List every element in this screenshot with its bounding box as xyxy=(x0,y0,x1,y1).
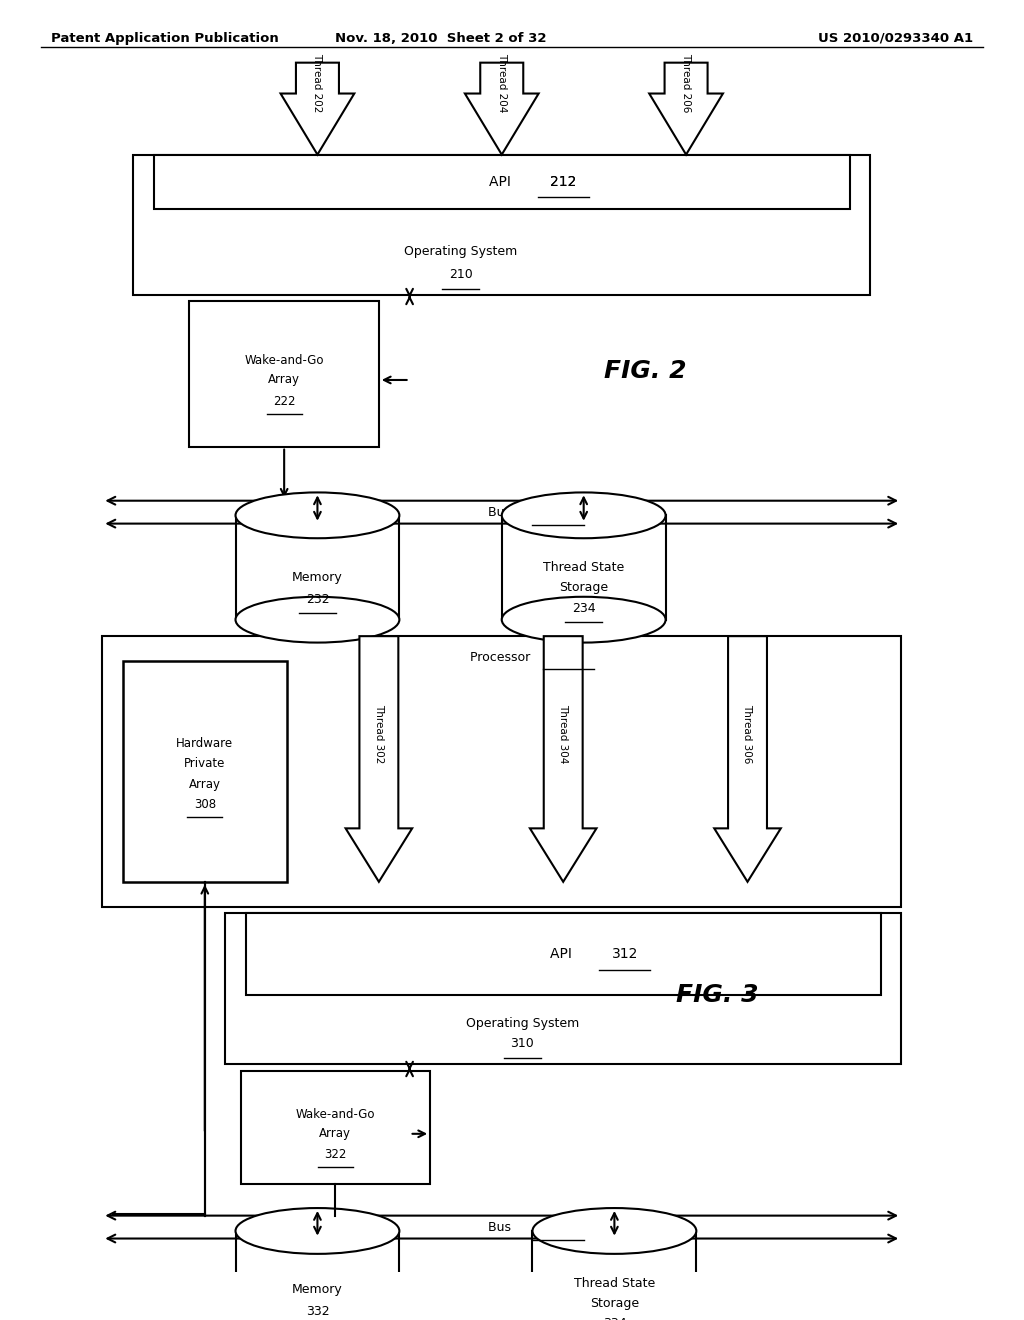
Text: Thread 306: Thread 306 xyxy=(742,704,753,763)
Ellipse shape xyxy=(236,597,399,643)
FancyBboxPatch shape xyxy=(189,301,379,446)
Text: Thread State: Thread State xyxy=(573,1276,655,1290)
Ellipse shape xyxy=(236,1208,399,1254)
Polygon shape xyxy=(346,636,412,882)
Text: Bus: Bus xyxy=(488,506,515,519)
Text: Thread State: Thread State xyxy=(543,561,625,574)
Polygon shape xyxy=(649,62,723,154)
FancyBboxPatch shape xyxy=(225,913,901,1064)
Text: 210: 210 xyxy=(449,268,473,281)
Text: 312: 312 xyxy=(611,948,638,961)
Ellipse shape xyxy=(532,1208,696,1254)
Ellipse shape xyxy=(532,1312,696,1320)
Text: Operating System: Operating System xyxy=(466,1016,579,1030)
Text: 212: 212 xyxy=(550,174,577,189)
Text: Processor: Processor xyxy=(470,652,534,664)
Polygon shape xyxy=(530,636,596,882)
Text: Nov. 18, 2010  Sheet 2 of 32: Nov. 18, 2010 Sheet 2 of 32 xyxy=(335,32,546,45)
Text: Storage: Storage xyxy=(559,581,608,594)
Text: 310: 310 xyxy=(510,1038,535,1051)
FancyBboxPatch shape xyxy=(246,913,881,995)
Text: 300: 300 xyxy=(556,652,581,664)
Text: Array: Array xyxy=(188,777,221,791)
Text: Memory: Memory xyxy=(292,572,343,585)
Ellipse shape xyxy=(236,492,399,539)
Text: API: API xyxy=(488,174,515,189)
Text: 320: 320 xyxy=(546,1221,570,1234)
Text: Bus: Bus xyxy=(488,1221,515,1234)
Text: Memory: Memory xyxy=(292,1283,343,1296)
Text: US 2010/0293340 A1: US 2010/0293340 A1 xyxy=(818,32,973,45)
FancyBboxPatch shape xyxy=(133,154,870,296)
FancyBboxPatch shape xyxy=(123,661,287,882)
Text: Wake-and-Go: Wake-and-Go xyxy=(296,1109,375,1121)
Text: Thread 202: Thread 202 xyxy=(312,54,323,114)
FancyBboxPatch shape xyxy=(236,1232,399,1320)
Text: Operating System: Operating System xyxy=(404,246,517,259)
Text: Patent Application Publication: Patent Application Publication xyxy=(51,32,279,45)
Ellipse shape xyxy=(502,492,666,539)
Polygon shape xyxy=(465,62,539,154)
Ellipse shape xyxy=(502,597,666,643)
Polygon shape xyxy=(281,62,354,154)
FancyBboxPatch shape xyxy=(102,636,901,907)
Text: Hardware: Hardware xyxy=(176,737,233,750)
Text: 232: 232 xyxy=(305,593,330,606)
Text: Storage: Storage xyxy=(590,1298,639,1309)
Text: FIG. 2: FIG. 2 xyxy=(604,359,686,383)
FancyBboxPatch shape xyxy=(236,515,399,619)
Polygon shape xyxy=(715,636,780,882)
Text: 322: 322 xyxy=(325,1147,346,1160)
Text: Thread 206: Thread 206 xyxy=(681,54,691,114)
FancyBboxPatch shape xyxy=(502,515,666,619)
Ellipse shape xyxy=(236,1312,399,1320)
Text: Thread 302: Thread 302 xyxy=(374,704,384,763)
FancyBboxPatch shape xyxy=(532,1232,696,1320)
Text: Wake-and-Go: Wake-and-Go xyxy=(245,354,324,367)
Text: FIG. 3: FIG. 3 xyxy=(676,983,758,1007)
Text: 234: 234 xyxy=(571,602,596,615)
Text: Thread 204: Thread 204 xyxy=(497,54,507,114)
Text: Array: Array xyxy=(268,374,300,387)
FancyBboxPatch shape xyxy=(241,1071,430,1184)
Text: Array: Array xyxy=(319,1127,351,1140)
FancyBboxPatch shape xyxy=(154,154,850,209)
Text: Thread 304: Thread 304 xyxy=(558,704,568,763)
Text: 212: 212 xyxy=(550,174,577,189)
Text: 220: 220 xyxy=(546,506,570,519)
Text: 308: 308 xyxy=(194,799,216,812)
Text: 332: 332 xyxy=(305,1304,330,1317)
Text: 334: 334 xyxy=(602,1317,627,1320)
Text: API: API xyxy=(550,948,577,961)
Text: 222: 222 xyxy=(273,395,295,408)
Text: Private: Private xyxy=(184,758,225,771)
